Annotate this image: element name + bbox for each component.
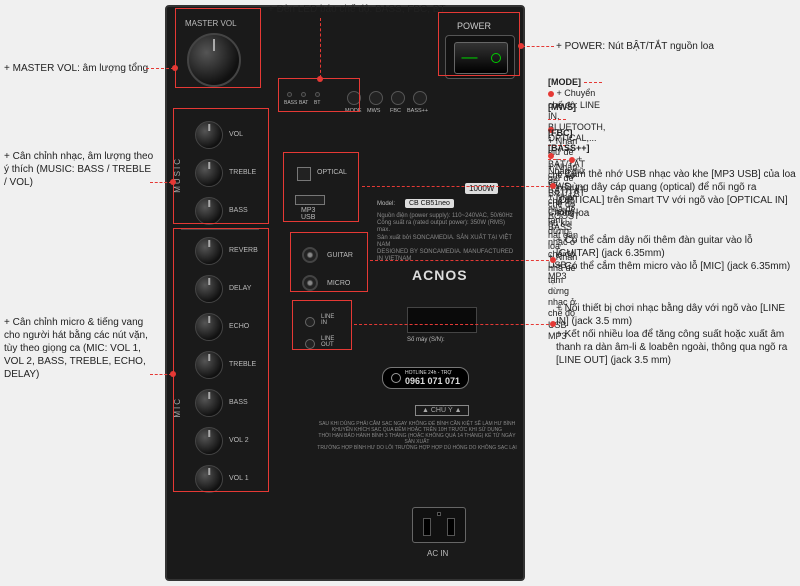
wattage-badge: 1000W bbox=[465, 183, 498, 194]
mic-delay-label: DELAY bbox=[229, 285, 251, 292]
led-bass-label: BASS bbox=[284, 100, 297, 106]
line-led bbox=[320, 18, 321, 78]
brand-logo: ACNOS bbox=[412, 267, 468, 283]
ac-in-label: AC IN bbox=[427, 549, 448, 558]
music-vol-knob[interactable] bbox=[195, 121, 223, 149]
micro-jack[interactable] bbox=[302, 275, 318, 291]
line-mic bbox=[150, 374, 172, 375]
music-bass-label: BASS bbox=[229, 207, 248, 214]
mic-bass-knob[interactable] bbox=[195, 389, 223, 417]
hotline-box: HOTLINE 24h - TRỢ 0961 071 071 bbox=[382, 367, 469, 389]
micro-label: MICRO bbox=[327, 280, 350, 287]
line-in-label: LINE IN bbox=[321, 314, 334, 326]
music-treble-knob[interactable] bbox=[195, 159, 223, 187]
bassplus-label: BASS++ bbox=[407, 108, 428, 114]
master-vol-knob[interactable] bbox=[187, 33, 241, 87]
line-guitar bbox=[370, 260, 554, 261]
serial-label: Số máy (S/N): bbox=[407, 337, 445, 343]
line-power bbox=[522, 46, 554, 47]
line-out-jack[interactable] bbox=[305, 339, 315, 349]
mic-delay-knob[interactable] bbox=[195, 275, 223, 303]
mic-echo-label: ECHO bbox=[229, 323, 249, 330]
anno-usb: + Cắm thẻ nhớ USB nhạc vào khe [MP3 USB]… bbox=[556, 168, 796, 220]
warn-text: CHÚ Ý bbox=[431, 407, 453, 414]
mode-button[interactable] bbox=[347, 91, 361, 105]
model-value: CB CB51neo bbox=[405, 199, 454, 208]
music-section-label: MUSIC bbox=[173, 157, 182, 193]
led-bass bbox=[287, 92, 292, 97]
anno-power: + POWER: Nút BẬT/TẮT nguồn loa bbox=[556, 40, 796, 53]
fbc-label: FBC bbox=[390, 108, 401, 114]
master-vol-label: MASTER VOL bbox=[185, 19, 237, 28]
optical-port[interactable] bbox=[297, 167, 311, 181]
dot-usb bbox=[550, 183, 556, 189]
optical-label: OPTICAL bbox=[317, 169, 347, 176]
dot-music bbox=[170, 179, 176, 185]
mode-tag-2: [FBC] bbox=[548, 128, 573, 138]
line-master bbox=[146, 68, 174, 69]
fine-print: SAU KHI DÙNG PHẢI CẮM SẠC NGAY KHÔNG ĐỂ … bbox=[317, 421, 517, 451]
fbc-button[interactable] bbox=[391, 91, 405, 105]
mic-reverb-label: REVERB bbox=[229, 247, 258, 254]
line-music bbox=[150, 182, 172, 183]
power-switch[interactable]: — bbox=[454, 42, 508, 74]
mic-vol1-knob[interactable] bbox=[195, 465, 223, 493]
line-lineio bbox=[354, 324, 554, 325]
mic-reverb-knob[interactable] bbox=[195, 237, 223, 265]
led-bt-label: BT bbox=[314, 100, 320, 106]
mic-bass-label: BASS bbox=[229, 399, 248, 406]
phone-icon bbox=[391, 373, 401, 383]
divider bbox=[181, 229, 259, 230]
led-bat-label: BAT bbox=[299, 100, 308, 106]
line-out-label: LINE OUT bbox=[321, 336, 334, 348]
mic-echo-knob[interactable] bbox=[195, 313, 223, 341]
power-switch-housing: — bbox=[445, 35, 515, 79]
mode-label: MODE bbox=[345, 108, 362, 114]
mic-section-label: MIC bbox=[173, 397, 182, 418]
usb-port[interactable] bbox=[295, 195, 325, 205]
dot-mic bbox=[170, 371, 176, 377]
mic-vol2-knob[interactable] bbox=[195, 427, 223, 455]
anno-master-vol: + MASTER VOL: âm lượng tổng bbox=[4, 62, 154, 75]
dot-led bbox=[317, 76, 323, 82]
led-bat bbox=[301, 92, 306, 97]
anno-mic: + Cân chỉnh micro & tiếng vang cho người… bbox=[4, 316, 154, 381]
bassplus-button[interactable] bbox=[413, 91, 427, 105]
dot-master bbox=[172, 65, 178, 71]
anno-led: + Đèn LED báo chế độ: BASS, FBC, BT bbox=[268, 4, 446, 15]
music-vol-label: VOL bbox=[229, 131, 243, 138]
mws-label: MWS bbox=[367, 108, 380, 114]
anno-music: + Cân chỉnh nhạc, âm lượng theo ý thích … bbox=[4, 150, 154, 189]
ac-inlet[interactable] bbox=[412, 507, 466, 543]
mode-tag-3: [BASS++] bbox=[548, 143, 590, 153]
mic-treble-label: TREBLE bbox=[229, 361, 256, 368]
dot-lineio bbox=[550, 321, 556, 327]
model-prefix: Model: bbox=[377, 201, 395, 207]
display-screen bbox=[407, 307, 477, 333]
mws-button[interactable] bbox=[369, 91, 383, 105]
mic-vol1-label: VOL 1 bbox=[229, 475, 249, 482]
speaker-back-panel: MASTER VOL POWER — BASS BAT BT MODE MWS … bbox=[165, 5, 525, 581]
power-label: POWER bbox=[457, 21, 491, 31]
anno-lineio: + Nối thiết bị chơi nhạc bằng dây với ng… bbox=[556, 302, 796, 367]
line-in-jack[interactable] bbox=[305, 317, 315, 327]
dot-guitar bbox=[550, 257, 556, 263]
mode-tag-1: [MWS] bbox=[548, 102, 576, 112]
music-treble-label: TREBLE bbox=[229, 169, 256, 176]
mode-tag-0: [MODE] bbox=[548, 77, 581, 87]
spec-text: Nguồn điện (power supply): 110~240VAC, 5… bbox=[377, 213, 517, 263]
dot-power bbox=[518, 43, 524, 49]
line-usb bbox=[362, 186, 554, 187]
hotline-number: 0961 071 071 bbox=[405, 376, 460, 386]
music-bass-knob[interactable] bbox=[195, 197, 223, 225]
usb-label: MP3 USB bbox=[301, 207, 315, 221]
mic-treble-knob[interactable] bbox=[195, 351, 223, 379]
anno-guitar: + Có thể cắm dây nối thêm đàn guitar vào… bbox=[556, 234, 796, 273]
guitar-label: GUITAR bbox=[327, 252, 353, 259]
led-bt bbox=[315, 92, 320, 97]
mic-vol2-label: VOL 2 bbox=[229, 437, 249, 444]
warn-label: ▲ CHÚ Ý ▲ bbox=[415, 405, 469, 416]
guitar-jack[interactable] bbox=[302, 247, 318, 263]
